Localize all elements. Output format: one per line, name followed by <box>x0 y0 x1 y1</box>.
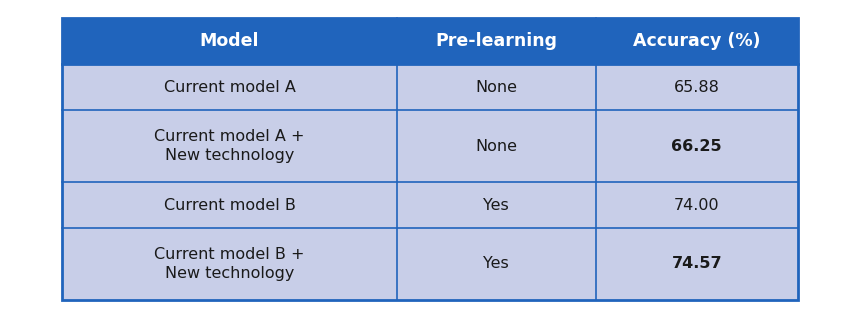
Text: 66.25: 66.25 <box>672 138 722 154</box>
Text: Pre-learning: Pre-learning <box>435 32 557 50</box>
Bar <box>62 228 798 300</box>
Text: Yes: Yes <box>483 257 509 271</box>
Text: Current model A: Current model A <box>163 80 295 94</box>
Text: None: None <box>476 80 517 94</box>
Bar <box>62 110 798 182</box>
Text: Yes: Yes <box>483 197 509 213</box>
Text: Current model A +
New technology: Current model A + New technology <box>154 129 304 163</box>
Text: 65.88: 65.88 <box>674 80 720 94</box>
Text: None: None <box>476 138 517 154</box>
Bar <box>62 182 798 228</box>
Bar <box>62 18 798 64</box>
Text: 74.00: 74.00 <box>674 197 720 213</box>
Text: Current model B: Current model B <box>163 197 295 213</box>
Bar <box>62 64 798 110</box>
Text: 74.57: 74.57 <box>672 257 722 271</box>
Bar <box>62 18 798 300</box>
Text: Accuracy (%): Accuracy (%) <box>633 32 760 50</box>
Text: Model: Model <box>200 32 259 50</box>
Text: Current model B +
New technology: Current model B + New technology <box>154 247 304 281</box>
